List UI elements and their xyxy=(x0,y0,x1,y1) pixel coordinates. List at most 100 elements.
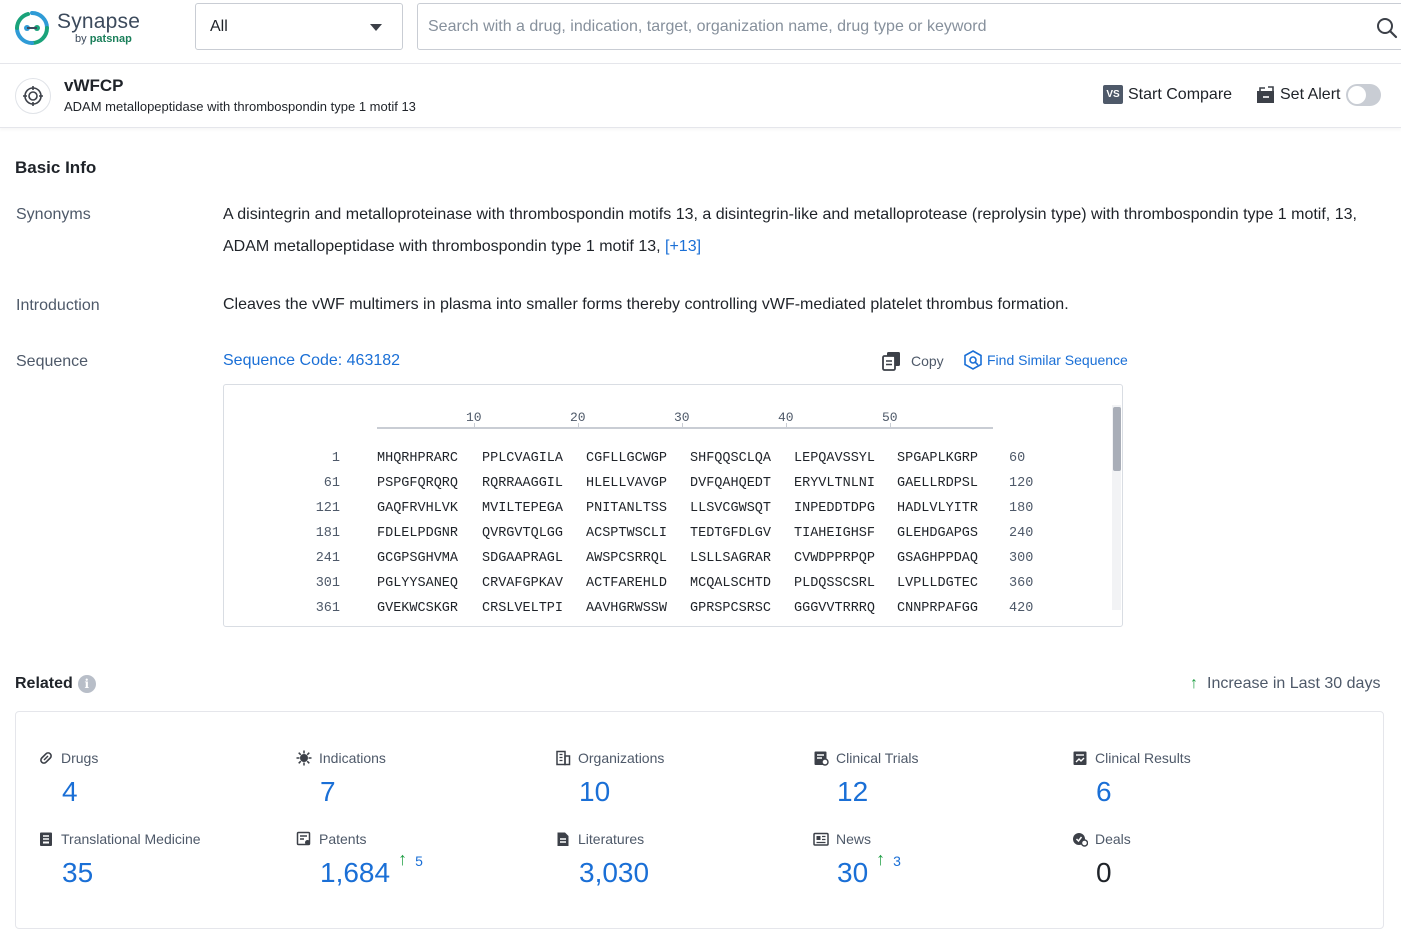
search-scope-select[interactable]: All xyxy=(195,3,403,50)
basic-info-title: Basic Info xyxy=(15,158,96,178)
related-stat-literatures[interactable]: Literatures 3,030 xyxy=(555,831,649,889)
stat-value[interactable]: 30↑3 xyxy=(837,857,901,889)
info-icon[interactable]: i xyxy=(78,675,96,693)
stat-label-text: Drugs xyxy=(61,750,98,766)
virus-icon xyxy=(296,750,312,766)
sequence-chunk: SDGAAPRAGL xyxy=(482,551,563,566)
sequence-chunk: FDLELPDGNR xyxy=(377,526,458,541)
stat-label[interactable]: Translational Medicine xyxy=(38,831,201,847)
set-alert-label: Set Alert xyxy=(1280,86,1340,104)
stat-label[interactable]: Patents xyxy=(296,831,423,847)
stat-value-number: 4 xyxy=(62,776,78,808)
sequence-scrollbar-thumb[interactable] xyxy=(1113,407,1121,471)
stat-value-number: 12 xyxy=(837,776,868,808)
sequence-chunk: HADLVLYITR xyxy=(897,501,978,516)
related-stat-news[interactable]: News 30↑3 xyxy=(813,831,901,889)
set-alert-toggle[interactable] xyxy=(1346,84,1381,106)
synonyms-label: Synonyms xyxy=(16,206,91,224)
sequence-row-start: 61 xyxy=(324,476,340,491)
sequence-chunk: PLDQSSCSRL xyxy=(794,576,875,591)
sequence-chunk: GGGVVTRRRQ xyxy=(794,601,875,616)
sequence-row-end: 420 xyxy=(1009,601,1033,616)
introduction-label: Introduction xyxy=(16,297,100,315)
sequence-chunk: PPLCVAGILA xyxy=(482,451,563,466)
related-stat-translational-medicine[interactable]: Translational Medicine 35 xyxy=(38,831,201,889)
stat-value[interactable]: 0 xyxy=(1096,857,1131,889)
copy-sequence-button[interactable]: Copy xyxy=(882,351,944,371)
find-similar-icon xyxy=(963,350,983,370)
sequence-chunk: TIAHEIGHSF xyxy=(794,526,875,541)
introduction-value: Cleaves the vWF multimers in plasma into… xyxy=(223,296,1069,314)
stat-label[interactable]: News xyxy=(813,831,901,847)
increase-legend-text: Increase in Last 30 days xyxy=(1207,675,1380,693)
search-icon[interactable] xyxy=(1376,17,1398,39)
clipboard-icon xyxy=(813,750,829,766)
sequence-chunk: LEPQAVSSYL xyxy=(794,451,875,466)
start-compare-label: Start Compare xyxy=(1128,86,1232,104)
ruler-tick xyxy=(890,423,891,428)
stat-value[interactable]: 6 xyxy=(1096,776,1191,808)
stat-value[interactable]: 1,684↑5 xyxy=(320,857,423,889)
stat-value[interactable]: 10 xyxy=(579,776,664,808)
arrow-up-icon: ↑ xyxy=(1190,675,1198,693)
related-stat-deals[interactable]: Deals 0 xyxy=(1072,831,1131,889)
app-name: Synapse xyxy=(57,11,140,32)
stat-label[interactable]: Clinical Trials xyxy=(813,750,918,766)
building-icon xyxy=(555,750,571,766)
stat-label-text: Clinical Results xyxy=(1095,750,1191,766)
ruler-tick xyxy=(786,423,787,428)
stat-label-text: Translational Medicine xyxy=(61,831,201,847)
sequence-row: 301PGLYYSANEQCRVAFGPKAVACTFAREHLDMCQALSC… xyxy=(224,576,1104,596)
sequence-chunk: GAELLRDPSL xyxy=(897,476,978,491)
stat-value-number: 0 xyxy=(1096,857,1112,889)
sequence-chunk: CGFLLGCWGP xyxy=(586,451,667,466)
related-stat-patents[interactable]: Patents 1,684↑5 xyxy=(296,831,423,889)
ruler-tick xyxy=(578,423,579,428)
related-stat-clinical-trials[interactable]: Clinical Trials 12 xyxy=(813,750,918,808)
synonyms-text: A disintegrin and metalloproteinase with… xyxy=(223,206,1357,255)
stat-label[interactable]: Indications xyxy=(296,750,386,766)
stat-label[interactable]: Organizations xyxy=(555,750,664,766)
sequence-ruler xyxy=(377,427,993,429)
find-similar-sequence-button[interactable]: Find Similar Sequence xyxy=(963,350,1128,370)
stat-label[interactable]: Literatures xyxy=(555,831,649,847)
related-stat-clinical-results[interactable]: Clinical Results 6 xyxy=(1072,750,1191,808)
synapse-logo[interactable]: Synapse by patsnap xyxy=(14,8,140,48)
stat-value-number: 30 xyxy=(837,857,868,889)
sequence-code-link[interactable]: Sequence Code: 463182 xyxy=(223,352,400,370)
stat-value[interactable]: 4 xyxy=(62,776,98,808)
stat-label-text: Literatures xyxy=(578,831,644,847)
start-compare-button[interactable]: VS Start Compare xyxy=(1103,85,1232,104)
sequence-row: 361GVEKWCSKGRCRSLVELTPIAAVHGRWSSWGPRSPCS… xyxy=(224,601,1104,621)
set-alert-button[interactable]: Set Alert xyxy=(1256,84,1381,106)
stat-value[interactable]: 7 xyxy=(320,776,386,808)
stat-value[interactable]: 35 xyxy=(62,857,201,889)
related-stat-organizations[interactable]: Organizations 10 xyxy=(555,750,664,808)
report-icon xyxy=(1072,750,1088,766)
document-icon xyxy=(555,831,571,847)
related-title-text: Related xyxy=(15,675,73,693)
stat-label-text: Deals xyxy=(1095,831,1131,847)
sequence-chunk: SPGAPLKGRP xyxy=(897,451,978,466)
stat-label[interactable]: Clinical Results xyxy=(1072,750,1191,766)
vs-icon: VS xyxy=(1103,85,1123,104)
stat-value-number: 1,684 xyxy=(320,857,390,889)
target-header: vWFCP ADAM metallopeptidase with thrombo… xyxy=(0,64,1401,128)
stat-value[interactable]: 3,030 xyxy=(579,857,649,889)
stat-value[interactable]: 12 xyxy=(837,776,918,808)
sequence-row-end: 180 xyxy=(1009,501,1033,516)
find-similar-label: Find Similar Sequence xyxy=(987,352,1128,368)
sequence-row: 61PSPGFQRQRQRQRRAAGGILHLELLVAVGPDVFQAHQE… xyxy=(224,476,1104,496)
synonyms-more-link[interactable]: [+13] xyxy=(665,238,701,255)
increase-legend: ↑ Increase in Last 30 days xyxy=(1190,675,1380,693)
sequence-row-end: 360 xyxy=(1009,576,1033,591)
sequence-chunk: AAVHGRWSSW xyxy=(586,601,667,616)
related-stat-indications[interactable]: Indications 7 xyxy=(296,750,386,808)
search-input[interactable] xyxy=(418,4,1348,49)
sequence-chunk: PSPGFQRQRQ xyxy=(377,476,458,491)
sequence-chunk: HLELLVAVGP xyxy=(586,476,667,491)
stat-label[interactable]: Drugs xyxy=(38,750,98,766)
related-stat-drugs[interactable]: Drugs 4 xyxy=(38,750,98,808)
stat-label[interactable]: Deals xyxy=(1072,831,1131,847)
sequence-viewer: 10 20 30 40 50 1MHQRHPRARCPPLCVAGILACGFL… xyxy=(223,384,1123,627)
